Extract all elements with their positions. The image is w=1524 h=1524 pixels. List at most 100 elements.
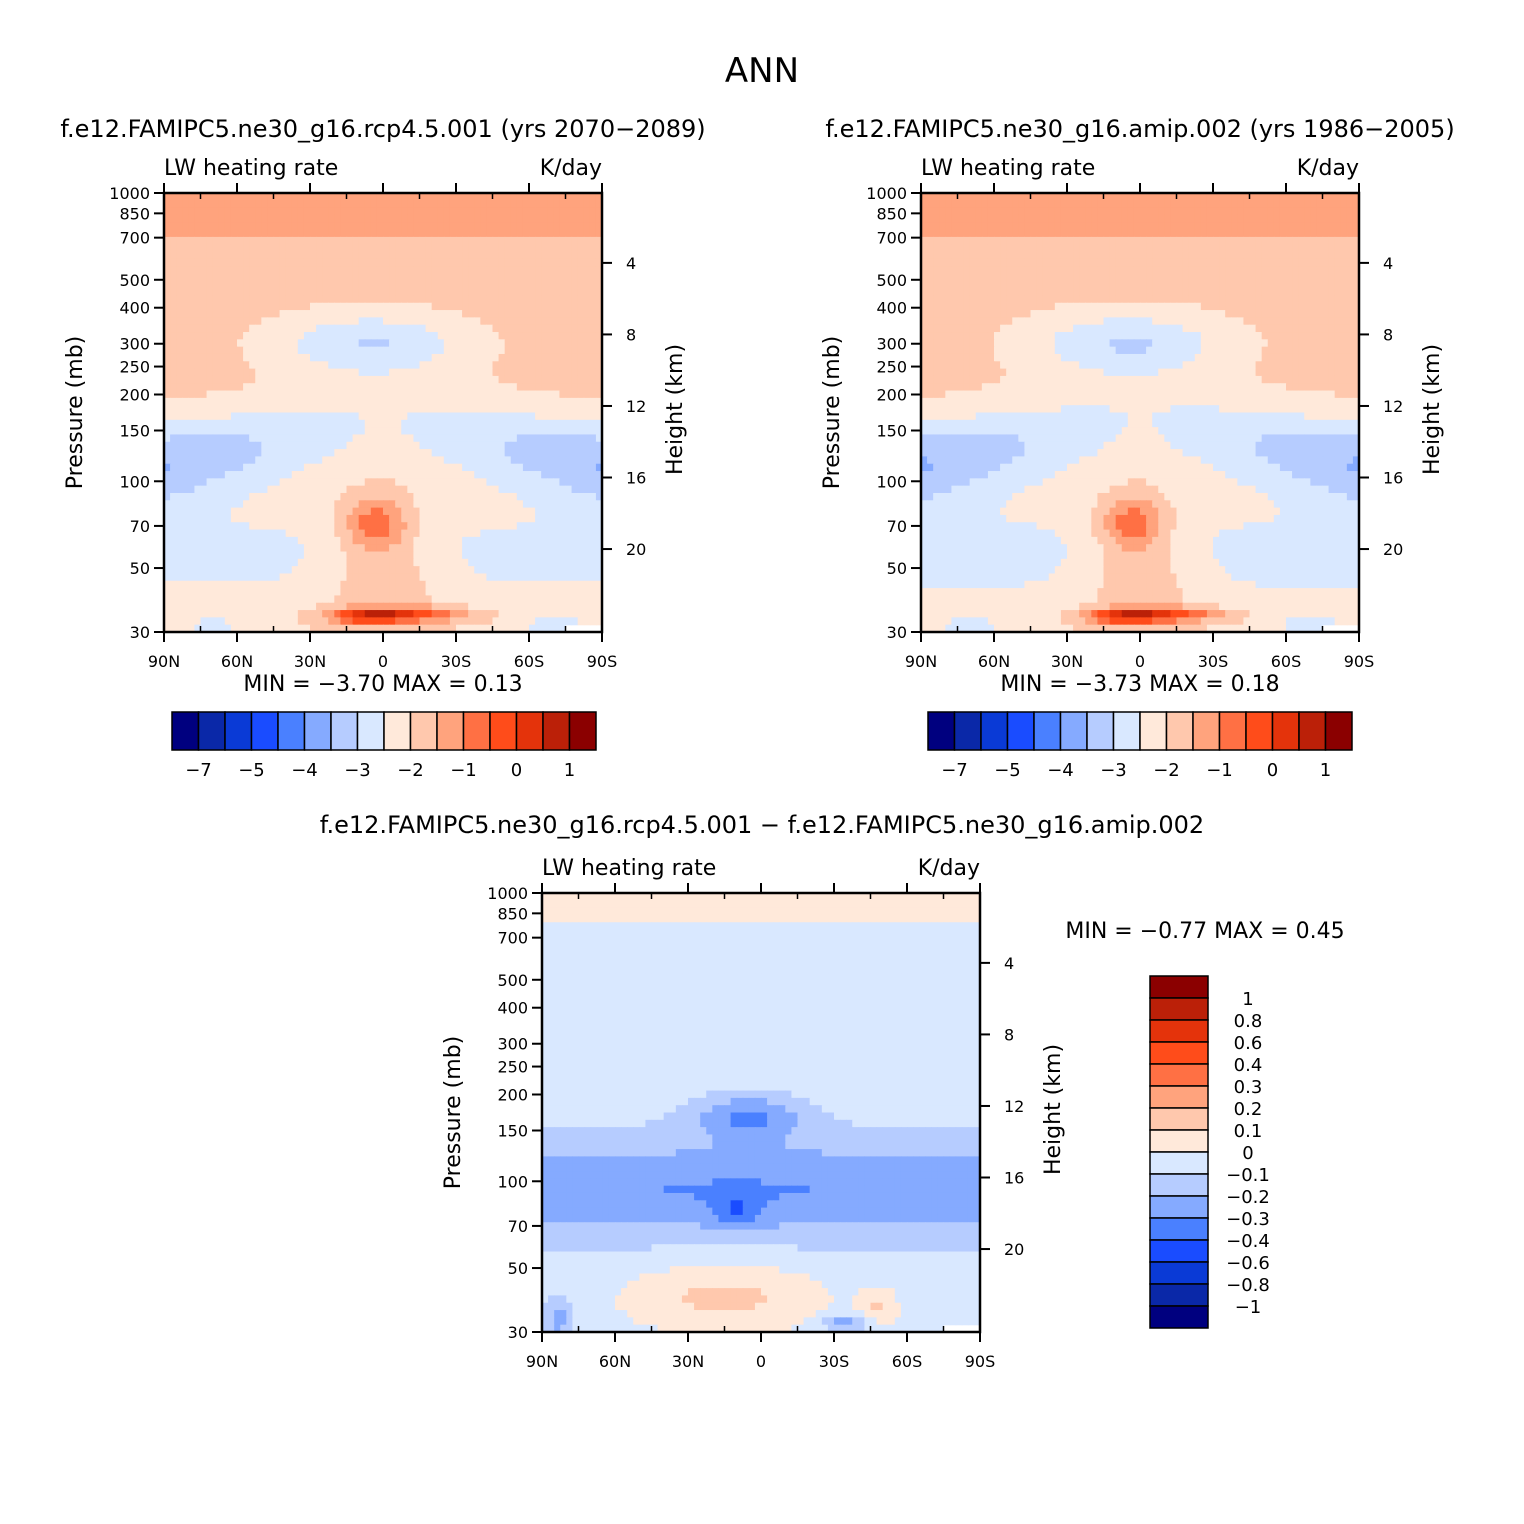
field-cell: [164, 368, 171, 377]
field-cell: [237, 310, 244, 318]
field-cell: [407, 207, 415, 216]
field-cell: [1060, 229, 1068, 238]
field-cell: [164, 427, 171, 436]
field-cell: [547, 266, 554, 275]
field-cell: [230, 368, 238, 377]
field-cell: [218, 332, 226, 340]
field-cell: [182, 273, 189, 282]
field-cell: [583, 544, 591, 553]
field-cell: [182, 368, 189, 377]
field-cell: [370, 456, 378, 465]
field-cell: [419, 266, 427, 275]
field-cell: [565, 566, 573, 575]
field-cell: [1194, 244, 1202, 253]
field-cell: [516, 405, 524, 414]
field-cell: [553, 405, 561, 414]
field-cell: [431, 214, 439, 223]
field-cell: [267, 463, 275, 472]
field-cell: [310, 610, 317, 618]
field-cell: [456, 397, 463, 406]
field-cell: [334, 280, 342, 289]
field-cell: [352, 610, 360, 618]
field-cell: [565, 332, 573, 340]
field-cell: [364, 375, 372, 384]
field-cell: [218, 485, 226, 494]
field-cell: [1012, 200, 1019, 209]
field-cell: [316, 317, 323, 326]
field-cell: [571, 353, 579, 362]
field-cell: [480, 346, 488, 355]
field-cell: [212, 295, 220, 304]
field-cell: [206, 383, 214, 392]
field-cell: [164, 361, 171, 370]
field-cell: [267, 244, 275, 253]
field-cell: [322, 346, 329, 355]
field-cell: [188, 471, 196, 479]
field-cell: [352, 500, 360, 509]
field-cell: [522, 602, 530, 611]
field-cell: [212, 273, 220, 282]
field-cell: [1231, 244, 1238, 253]
field-cell: [328, 236, 335, 245]
field-cell: [1286, 200, 1293, 209]
field-cell: [1231, 193, 1238, 201]
field-cell: [431, 551, 439, 560]
field-cell: [376, 610, 384, 618]
field-cell: [516, 514, 524, 523]
field-cell: [1109, 200, 1117, 209]
field-cell: [1261, 214, 1269, 223]
field-cell: [529, 214, 536, 223]
field-cell: [510, 485, 518, 494]
field-cell: [516, 434, 524, 443]
field-cell: [1200, 222, 1208, 231]
field-cell: [1182, 229, 1190, 238]
field-cell: [237, 507, 244, 516]
field-cell: [1255, 193, 1263, 201]
field-cell: [206, 332, 214, 340]
field-cell: [194, 558, 202, 567]
field-cell: [529, 566, 536, 575]
field-cell: [547, 251, 554, 260]
field-cell: [243, 229, 250, 238]
field-cell: [255, 383, 262, 392]
field-cell: [510, 280, 518, 289]
field-cell: [468, 397, 475, 406]
field-cell: [237, 536, 244, 545]
field-cell: [212, 236, 220, 245]
field-cell: [443, 375, 451, 384]
field-cell: [522, 544, 530, 553]
field-cell: [1279, 222, 1287, 231]
field-cell: [595, 514, 603, 523]
field-cell: [504, 529, 512, 538]
field-cell: [340, 273, 348, 282]
field-cell: [449, 375, 457, 384]
field-cell: [449, 463, 457, 472]
field-cell: [474, 193, 481, 201]
field-cell: [285, 375, 293, 384]
field-cell: [547, 361, 554, 370]
field-cell: [462, 478, 469, 487]
field-cell: [194, 229, 202, 238]
field-cell: [1188, 214, 1196, 223]
field-cell: [975, 229, 983, 238]
field-cell: [200, 236, 208, 245]
field-cell: [352, 507, 360, 516]
field-cell: [407, 258, 415, 267]
field-cell: [516, 339, 524, 348]
field-cell: [589, 383, 597, 392]
field-cell: [310, 514, 317, 523]
field-cell: [456, 368, 463, 377]
field-cell: [425, 346, 433, 355]
field-cell: [176, 558, 183, 567]
field-cell: [553, 602, 561, 611]
field-cell: [206, 551, 214, 560]
field-cell: [401, 353, 408, 362]
field-cell: [285, 353, 293, 362]
field-cell: [273, 544, 281, 553]
field-cell: [334, 412, 342, 421]
field-cell: [230, 441, 238, 450]
field-cell: [529, 434, 536, 443]
field-cell: [407, 361, 415, 370]
field-cell: [498, 361, 506, 370]
field-cell: [595, 507, 603, 516]
